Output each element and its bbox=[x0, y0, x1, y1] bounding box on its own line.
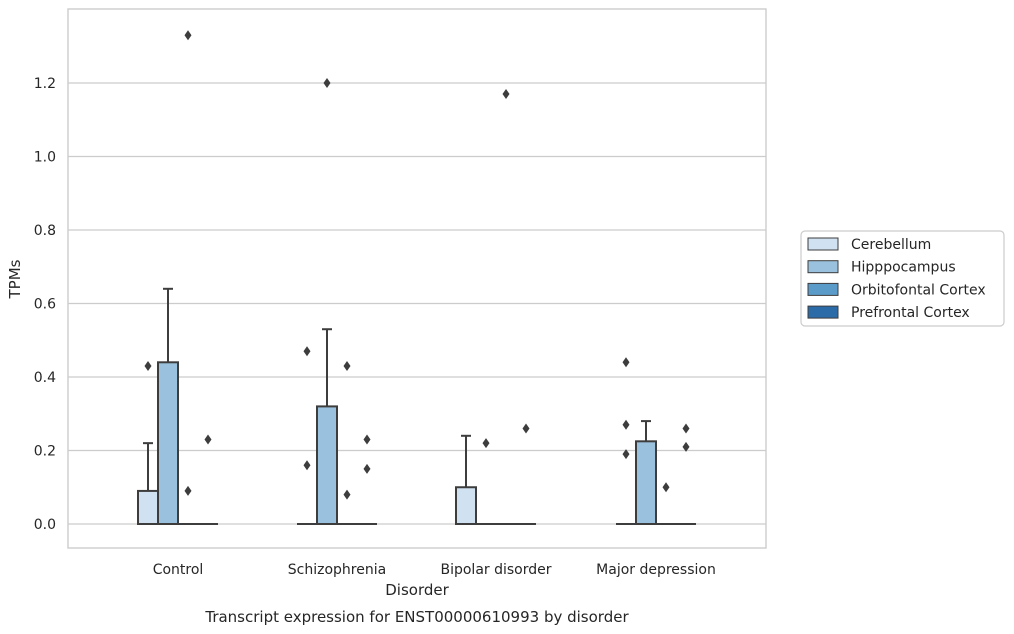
box-orbitofontal-cortex bbox=[337, 360, 357, 525]
box-marks bbox=[137, 30, 696, 525]
x-tick-label: Control bbox=[153, 562, 204, 578]
legend-label: Orbitofontal Cortex bbox=[851, 282, 986, 298]
outlier-point bbox=[622, 419, 630, 430]
y-axis-label: TPMs bbox=[6, 259, 24, 299]
outlier-point bbox=[622, 449, 630, 460]
box-body bbox=[157, 361, 179, 525]
outlier-point bbox=[682, 441, 690, 452]
outlier-point bbox=[184, 30, 192, 41]
box-hipppocampus bbox=[635, 420, 657, 525]
box-prefrontal-cortex bbox=[198, 434, 218, 525]
outlier-point bbox=[622, 357, 630, 368]
outlier-point bbox=[502, 89, 510, 100]
plot-frame bbox=[67, 8, 767, 549]
box-body bbox=[316, 405, 338, 525]
box-cerebellum bbox=[297, 346, 317, 525]
legend-label: Cerebellum bbox=[851, 237, 931, 253]
outlier-point bbox=[204, 434, 212, 445]
outlier-point bbox=[144, 360, 152, 371]
x-axis-label: Disorder bbox=[385, 581, 449, 599]
box-orbitofontal-cortex bbox=[178, 30, 198, 525]
box-hipppocampus bbox=[476, 438, 496, 525]
outlier-point bbox=[682, 423, 690, 434]
outlier-point bbox=[343, 489, 351, 500]
outlier-point bbox=[184, 485, 192, 496]
x-tick-label: Bipolar disorder bbox=[440, 562, 551, 578]
box-cerebellum bbox=[137, 360, 159, 525]
legend-label: Prefrontal Cortex bbox=[851, 305, 970, 321]
y-tick-label: 0.4 bbox=[34, 370, 56, 386]
y-tick-label: 0.6 bbox=[34, 297, 56, 313]
legend-box bbox=[800, 230, 1005, 327]
outlier-point bbox=[662, 482, 670, 493]
outlier-point bbox=[303, 460, 311, 471]
outlier-point bbox=[522, 423, 530, 434]
box-prefrontal-cortex bbox=[516, 423, 536, 525]
y-tick-labels: 0.0 0.2 0.4 0.6 0.8 1.0 1.2 bbox=[34, 76, 56, 533]
y-tick-label: 0.2 bbox=[34, 444, 56, 460]
outlier-point bbox=[323, 78, 331, 88]
y-tick-label: 1.2 bbox=[34, 76, 56, 92]
y-tick-label: 1.0 bbox=[34, 150, 56, 166]
box-orbitofontal-cortex bbox=[656, 482, 676, 525]
legend-label: Hipppocampus bbox=[851, 260, 956, 276]
legend-swatch bbox=[807, 237, 839, 251]
outlier-point bbox=[343, 360, 351, 371]
legend-swatch bbox=[807, 305, 839, 319]
box-hipppocampus bbox=[157, 287, 179, 525]
box-cerebellum bbox=[616, 357, 636, 525]
legend: Cerebellum Hipppocampus Orbitofontal Corte… bbox=[800, 230, 1005, 327]
y-tick-label: 0.8 bbox=[34, 223, 56, 239]
outlier-point bbox=[482, 438, 490, 449]
box-body bbox=[635, 440, 657, 525]
outlier-point bbox=[363, 463, 371, 474]
box-prefrontal-cortex bbox=[676, 423, 696, 525]
box-body bbox=[455, 486, 477, 525]
gridlines bbox=[68, 82, 766, 525]
x-tick-labels: Control Schizophrenia Bipolar disorder Majo… bbox=[153, 562, 716, 578]
legend-swatch bbox=[807, 260, 839, 274]
y-tick-label: 0.0 bbox=[34, 517, 56, 533]
box-prefrontal-cortex bbox=[357, 434, 377, 525]
outlier-point bbox=[363, 434, 371, 445]
box-cerebellum bbox=[455, 434, 477, 525]
x-tick-label: Schizophrenia bbox=[288, 562, 386, 578]
x-tick-label: Major depression bbox=[596, 562, 716, 578]
box-hipppocampus bbox=[316, 78, 338, 525]
outlier-point bbox=[303, 346, 311, 357]
box-orbitofontal-cortex bbox=[496, 89, 516, 525]
box-body bbox=[137, 489, 159, 525]
chart-title: Transcript expression for ENST0000061099… bbox=[204, 608, 629, 626]
legend-swatch bbox=[807, 282, 839, 296]
